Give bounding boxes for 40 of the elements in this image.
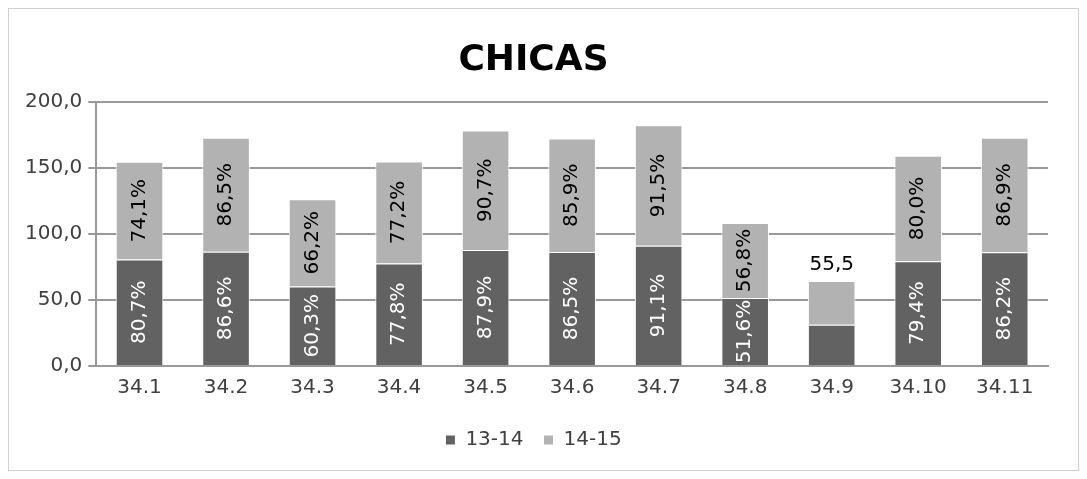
x-tick-label: 34.11	[976, 374, 1034, 399]
legend-label: 14-15	[563, 426, 622, 451]
x-tick-label: 34.6	[549, 374, 595, 399]
data-label: 56,8%	[731, 228, 756, 293]
data-label: 51,6%	[731, 299, 756, 364]
data-label: 60,3%	[298, 293, 323, 358]
data-label: 91,5%	[644, 153, 669, 218]
data-label: 86,5%	[558, 276, 583, 341]
x-tick-label: 34.7	[636, 374, 681, 399]
y-tick-label: 0,0	[50, 352, 83, 377]
data-label: 66,2%	[298, 211, 323, 275]
y-tick-label: 50,0	[37, 286, 83, 311]
data-label: 86,5%	[212, 162, 237, 227]
x-tick-label: 34.8	[722, 374, 768, 399]
data-label: 80,7%	[125, 280, 150, 345]
data-label: 77,8%	[385, 282, 410, 346]
legend-label: 13-14	[465, 426, 524, 451]
data-label: 80,0%	[904, 176, 929, 241]
x-tick-label: 34.3	[290, 374, 335, 399]
data-label: 74,1%	[125, 178, 150, 243]
annotation: 55,5	[809, 251, 854, 276]
y-tick-label: 150,0	[24, 154, 83, 179]
data-label: 86,6%	[212, 276, 237, 341]
x-tick-label: 34.5	[463, 374, 508, 399]
data-label: 86,9%	[990, 163, 1015, 227]
chart-title: CHICAS	[458, 36, 609, 78]
data-label: 85,9%	[558, 163, 583, 228]
x-tick-label: 34.9	[809, 374, 854, 399]
x-tick-label: 34.4	[376, 374, 422, 399]
y-tick-label: 100,0	[24, 220, 83, 245]
data-label: 86,2%	[990, 276, 1015, 341]
y-tick-label: 200,0	[24, 88, 83, 113]
data-label: 87,9%	[471, 275, 496, 340]
x-tick-label: 34.2	[203, 374, 249, 399]
x-tick-label: 34.10	[889, 374, 947, 399]
data-label: 79,4%	[904, 281, 929, 345]
data-label: 90,7%	[471, 158, 496, 223]
data-label: 77,2%	[385, 180, 410, 245]
data-label: 91,1%	[644, 273, 669, 338]
x-tick-label: 34.1	[117, 374, 162, 399]
